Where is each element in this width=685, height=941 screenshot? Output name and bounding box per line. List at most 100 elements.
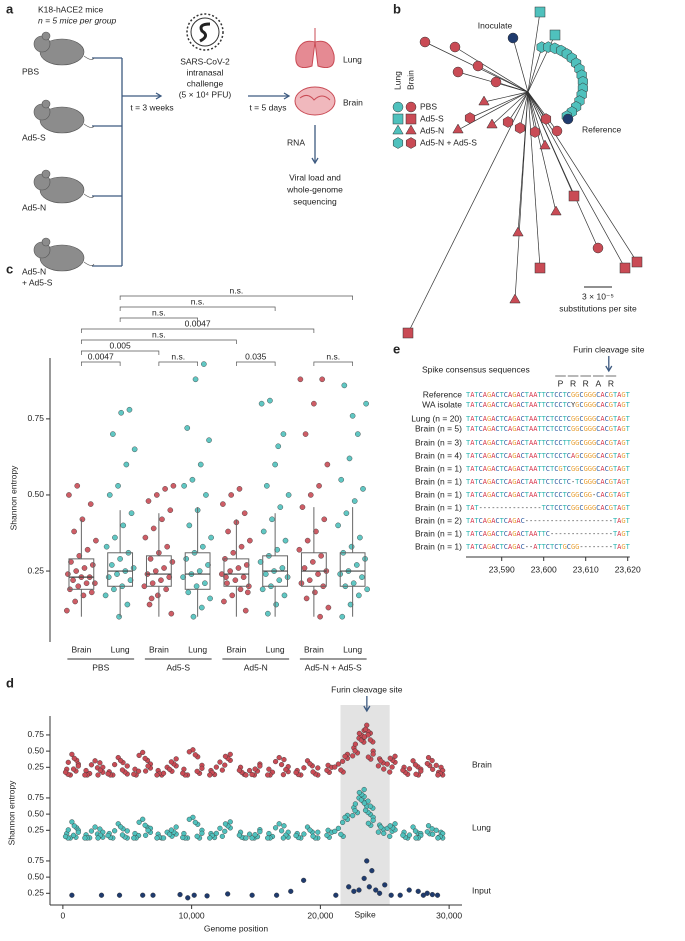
- sequence: TATCAGACTCAGACTAATTCTCCTCGGCGG-CACGTAGT: [466, 491, 631, 499]
- data-point: [249, 835, 255, 841]
- organs: [294, 28, 336, 116]
- data-point: [338, 767, 344, 773]
- data-point: [213, 830, 219, 836]
- tree-marker: [514, 122, 526, 134]
- data-point: [235, 565, 242, 571]
- data-point: [424, 760, 430, 767]
- group-label: Ad5-N + Ad5-S: [305, 662, 362, 672]
- data-point: [142, 534, 149, 541]
- x-tick-label: 0: [61, 910, 66, 920]
- data-point: [283, 767, 289, 773]
- data-point: [367, 737, 374, 743]
- comparison-bracket: [158, 361, 198, 366]
- data-point: [120, 522, 127, 529]
- y-tick-label: 0.25: [27, 565, 44, 575]
- data-point: [324, 767, 330, 773]
- data-point: [189, 476, 196, 483]
- x-axis-title: Genome position: [204, 923, 269, 933]
- data-point: [382, 882, 388, 888]
- data-point: [412, 762, 419, 768]
- tree-marker: [534, 6, 546, 18]
- data-point: [429, 891, 435, 898]
- data-point: [166, 766, 173, 772]
- data-point: [149, 580, 156, 587]
- data-point: [280, 431, 287, 437]
- data-point: [340, 819, 346, 826]
- tree-marker: [568, 190, 580, 202]
- data-point: [98, 892, 105, 898]
- data-point: [131, 771, 137, 777]
- data-point: [95, 835, 101, 841]
- data-point: [115, 483, 121, 489]
- data-point: [82, 772, 88, 778]
- data-point: [389, 764, 395, 770]
- data-point: [181, 483, 187, 489]
- data-point: [83, 580, 90, 587]
- y-tick-label: 0.25: [27, 888, 44, 898]
- data-point: [252, 832, 258, 838]
- data-point: [301, 831, 307, 837]
- data-point: [361, 734, 368, 740]
- data-point: [247, 537, 253, 544]
- box: [107, 552, 134, 587]
- data-point: [363, 400, 369, 407]
- data-point: [180, 834, 186, 841]
- data-point: [162, 486, 168, 492]
- sequence-name: Brain (n = 1): [415, 541, 462, 551]
- data-point: [136, 819, 142, 825]
- data-point: [325, 604, 332, 611]
- data-point: [418, 768, 424, 774]
- x-tick-label: Brain: [71, 644, 91, 654]
- comparison-bracket: [81, 350, 160, 355]
- panel-label: d: [6, 675, 14, 690]
- data-point: [265, 772, 271, 778]
- data-point: [126, 406, 133, 413]
- data-point: [435, 772, 441, 778]
- x-tick-label: Lung: [188, 644, 207, 654]
- data-point: [285, 492, 292, 498]
- data-point: [154, 772, 160, 778]
- data-point: [110, 431, 116, 437]
- data-point: [367, 803, 374, 809]
- data-point: [62, 833, 69, 840]
- data-point: [310, 769, 316, 775]
- data-point: [95, 772, 101, 778]
- data-point: [146, 601, 153, 608]
- data-point: [102, 592, 109, 599]
- data-point: [415, 888, 421, 894]
- data-point: [355, 431, 361, 437]
- tree-marker: [402, 327, 414, 339]
- data-point: [111, 586, 117, 593]
- box: [145, 555, 172, 587]
- data-point: [196, 568, 203, 574]
- legend-column: Lung: [392, 71, 402, 90]
- data-point: [114, 571, 120, 577]
- data-point: [159, 516, 165, 523]
- data-point: [70, 766, 77, 772]
- data-point: [266, 766, 272, 772]
- tree-marker: [631, 256, 643, 268]
- data-point: [225, 528, 231, 535]
- tree-marker: [534, 262, 546, 274]
- data-point: [199, 830, 205, 836]
- tree-marker: [464, 112, 476, 124]
- data-point: [140, 749, 146, 756]
- data-point: [433, 762, 439, 768]
- data-point: [69, 819, 75, 825]
- data-point: [180, 770, 186, 776]
- data-point: [303, 595, 310, 602]
- data-point: [185, 895, 191, 901]
- comparison-bracket: [119, 317, 198, 322]
- data-point: [365, 754, 371, 760]
- data-point: [424, 829, 430, 835]
- data-point: [205, 562, 211, 568]
- readout: whole-genome: [286, 184, 343, 194]
- data-point: [164, 543, 170, 550]
- track-label: Lung: [472, 822, 491, 832]
- data-point: [400, 767, 406, 773]
- data-point: [280, 772, 286, 778]
- y-tick-label: 0.25: [27, 762, 44, 772]
- data-point: [71, 755, 77, 761]
- data-point: [145, 827, 151, 833]
- challenge: challenge: [187, 78, 224, 88]
